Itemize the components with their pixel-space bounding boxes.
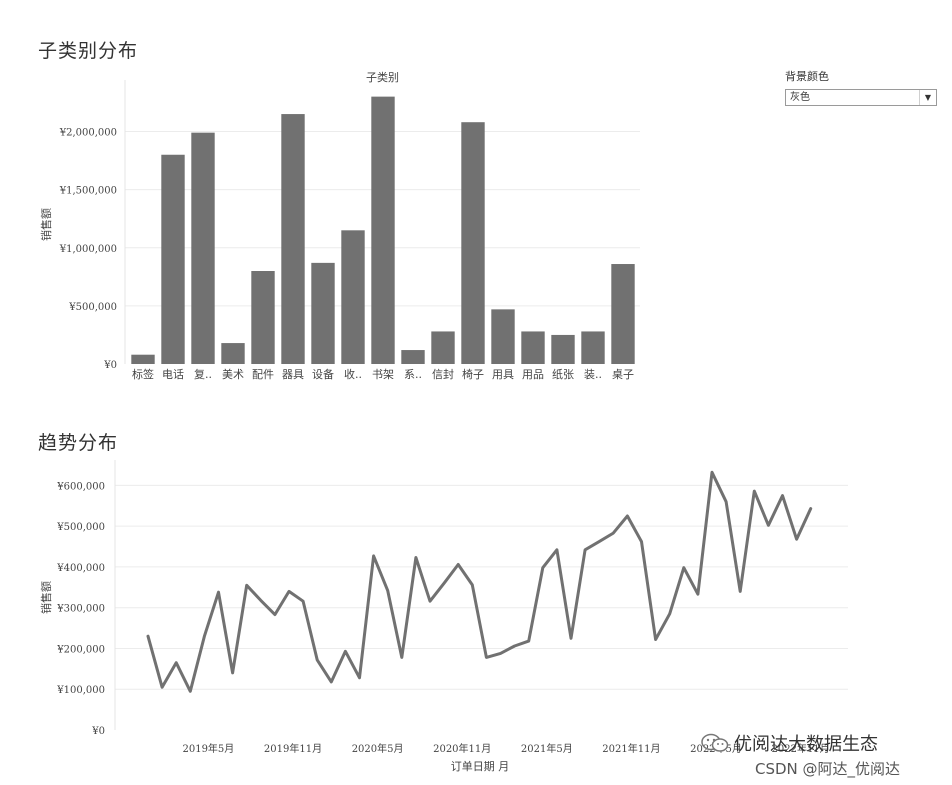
background-color-select[interactable]: 灰色 ▼ <box>785 89 937 106</box>
subcategory-section-title: 子类别分布 <box>38 40 139 62</box>
line-xtick-label: 2022年11月 <box>772 742 830 755</box>
bar-category-label: 标签 <box>132 367 154 381</box>
dropdown-arrow-icon[interactable]: ▼ <box>919 90 936 105</box>
bar <box>611 264 635 364</box>
bar-category-label: 装.. <box>584 368 602 381</box>
line-ytick-label: ¥200,000 <box>56 644 105 655</box>
bar-category-label: 配件 <box>252 368 274 381</box>
wechat-logo-icon <box>701 733 729 752</box>
bar-category-label: 复.. <box>194 367 212 381</box>
bar <box>521 331 545 364</box>
background-color-label: 背景颜色 <box>785 70 829 83</box>
watermark-line2: CSDN @阿达_优阅达 <box>755 760 901 778</box>
line-x-axis-label: 订单日期 月 <box>451 760 510 773</box>
line-xtick-label: 2021年5月 <box>521 742 573 755</box>
background-color-control: 背景颜色 灰色 ▼ <box>785 68 940 106</box>
bar <box>191 132 215 364</box>
trend-section-title: 趋势分布 <box>38 432 119 454</box>
line-xtick-label: 2019年5月 <box>182 742 234 755</box>
bar <box>161 154 185 364</box>
bar-category-label: 收.. <box>344 367 362 381</box>
bar-ytick-label: ¥0 <box>103 360 117 371</box>
series-line <box>146 470 813 693</box>
bar-chart-title: 子类别 <box>366 70 399 84</box>
subcategory-bar-chart[interactable]: 子类别 ¥0 ¥500,000 ¥1,000,000 ¥1,500,000 ¥2,000,… <box>0 60 660 390</box>
bar-category-label: 信封 <box>432 367 454 381</box>
bar <box>341 230 365 364</box>
bar-ytick-label: ¥2,000,000 <box>59 128 117 139</box>
line-ytick-label: ¥0 <box>91 726 105 737</box>
bar <box>311 262 335 364</box>
line-ytick-label: ¥600,000 <box>56 481 105 492</box>
line-ytick-label: ¥400,000 <box>56 563 105 574</box>
bar-category-label: 用具 <box>492 368 514 381</box>
line-xtick-label: 2019年11月 <box>264 742 322 755</box>
trend-line-chart[interactable]: ¥0 ¥100,000 ¥200,000 ¥300,000 ¥400,000 ¥500,0… <box>0 455 870 780</box>
bar <box>281 114 305 364</box>
bar <box>551 334 575 364</box>
bar <box>491 309 515 364</box>
line-ytick-label: ¥500,000 <box>56 522 105 533</box>
bar-category-label: 电话 <box>162 368 184 381</box>
watermark: 优阅达大数据生态 CSDN @阿达_优阅达 <box>700 730 900 779</box>
bar <box>251 271 275 364</box>
line-ytick-label: ¥100,000 <box>56 685 105 696</box>
line-xtick-label: 2020年11月 <box>433 742 491 755</box>
watermark-line1: 优阅达大数据生态 <box>734 734 878 755</box>
bar <box>581 331 605 364</box>
line-y-axis-label: 销售额 <box>39 581 53 614</box>
bar <box>461 122 485 364</box>
line-ytick-label: ¥300,000 <box>56 604 105 615</box>
background-color-selected-value: 灰色 <box>790 92 810 103</box>
bar-ytick-label: ¥1,000,000 <box>59 244 117 255</box>
bar <box>371 96 395 364</box>
bar-category-label: 桌子 <box>612 368 634 381</box>
bar-category-label: 纸张 <box>552 368 574 381</box>
bar-y-axis-label: 销售额 <box>39 208 53 241</box>
bar <box>131 354 155 364</box>
bar-category-label: 器具 <box>282 368 304 381</box>
bar-category-label: 设备 <box>312 367 334 381</box>
line-xtick-label: 2021年11月 <box>602 742 660 755</box>
line-xtick-label: 2020年5月 <box>352 742 404 755</box>
bar-category-label: 用品 <box>522 368 544 381</box>
bar <box>401 350 425 364</box>
bar <box>221 343 245 364</box>
bar-category-label: 系.. <box>404 368 422 381</box>
bar-category-label: 书架 <box>372 368 394 381</box>
bar-category-label: 椅子 <box>462 367 484 381</box>
bar <box>431 331 455 364</box>
bar-ytick-label: ¥500,000 <box>68 302 117 313</box>
bar-ytick-label: ¥1,500,000 <box>59 186 117 197</box>
bar-category-label: 美术 <box>222 368 244 381</box>
